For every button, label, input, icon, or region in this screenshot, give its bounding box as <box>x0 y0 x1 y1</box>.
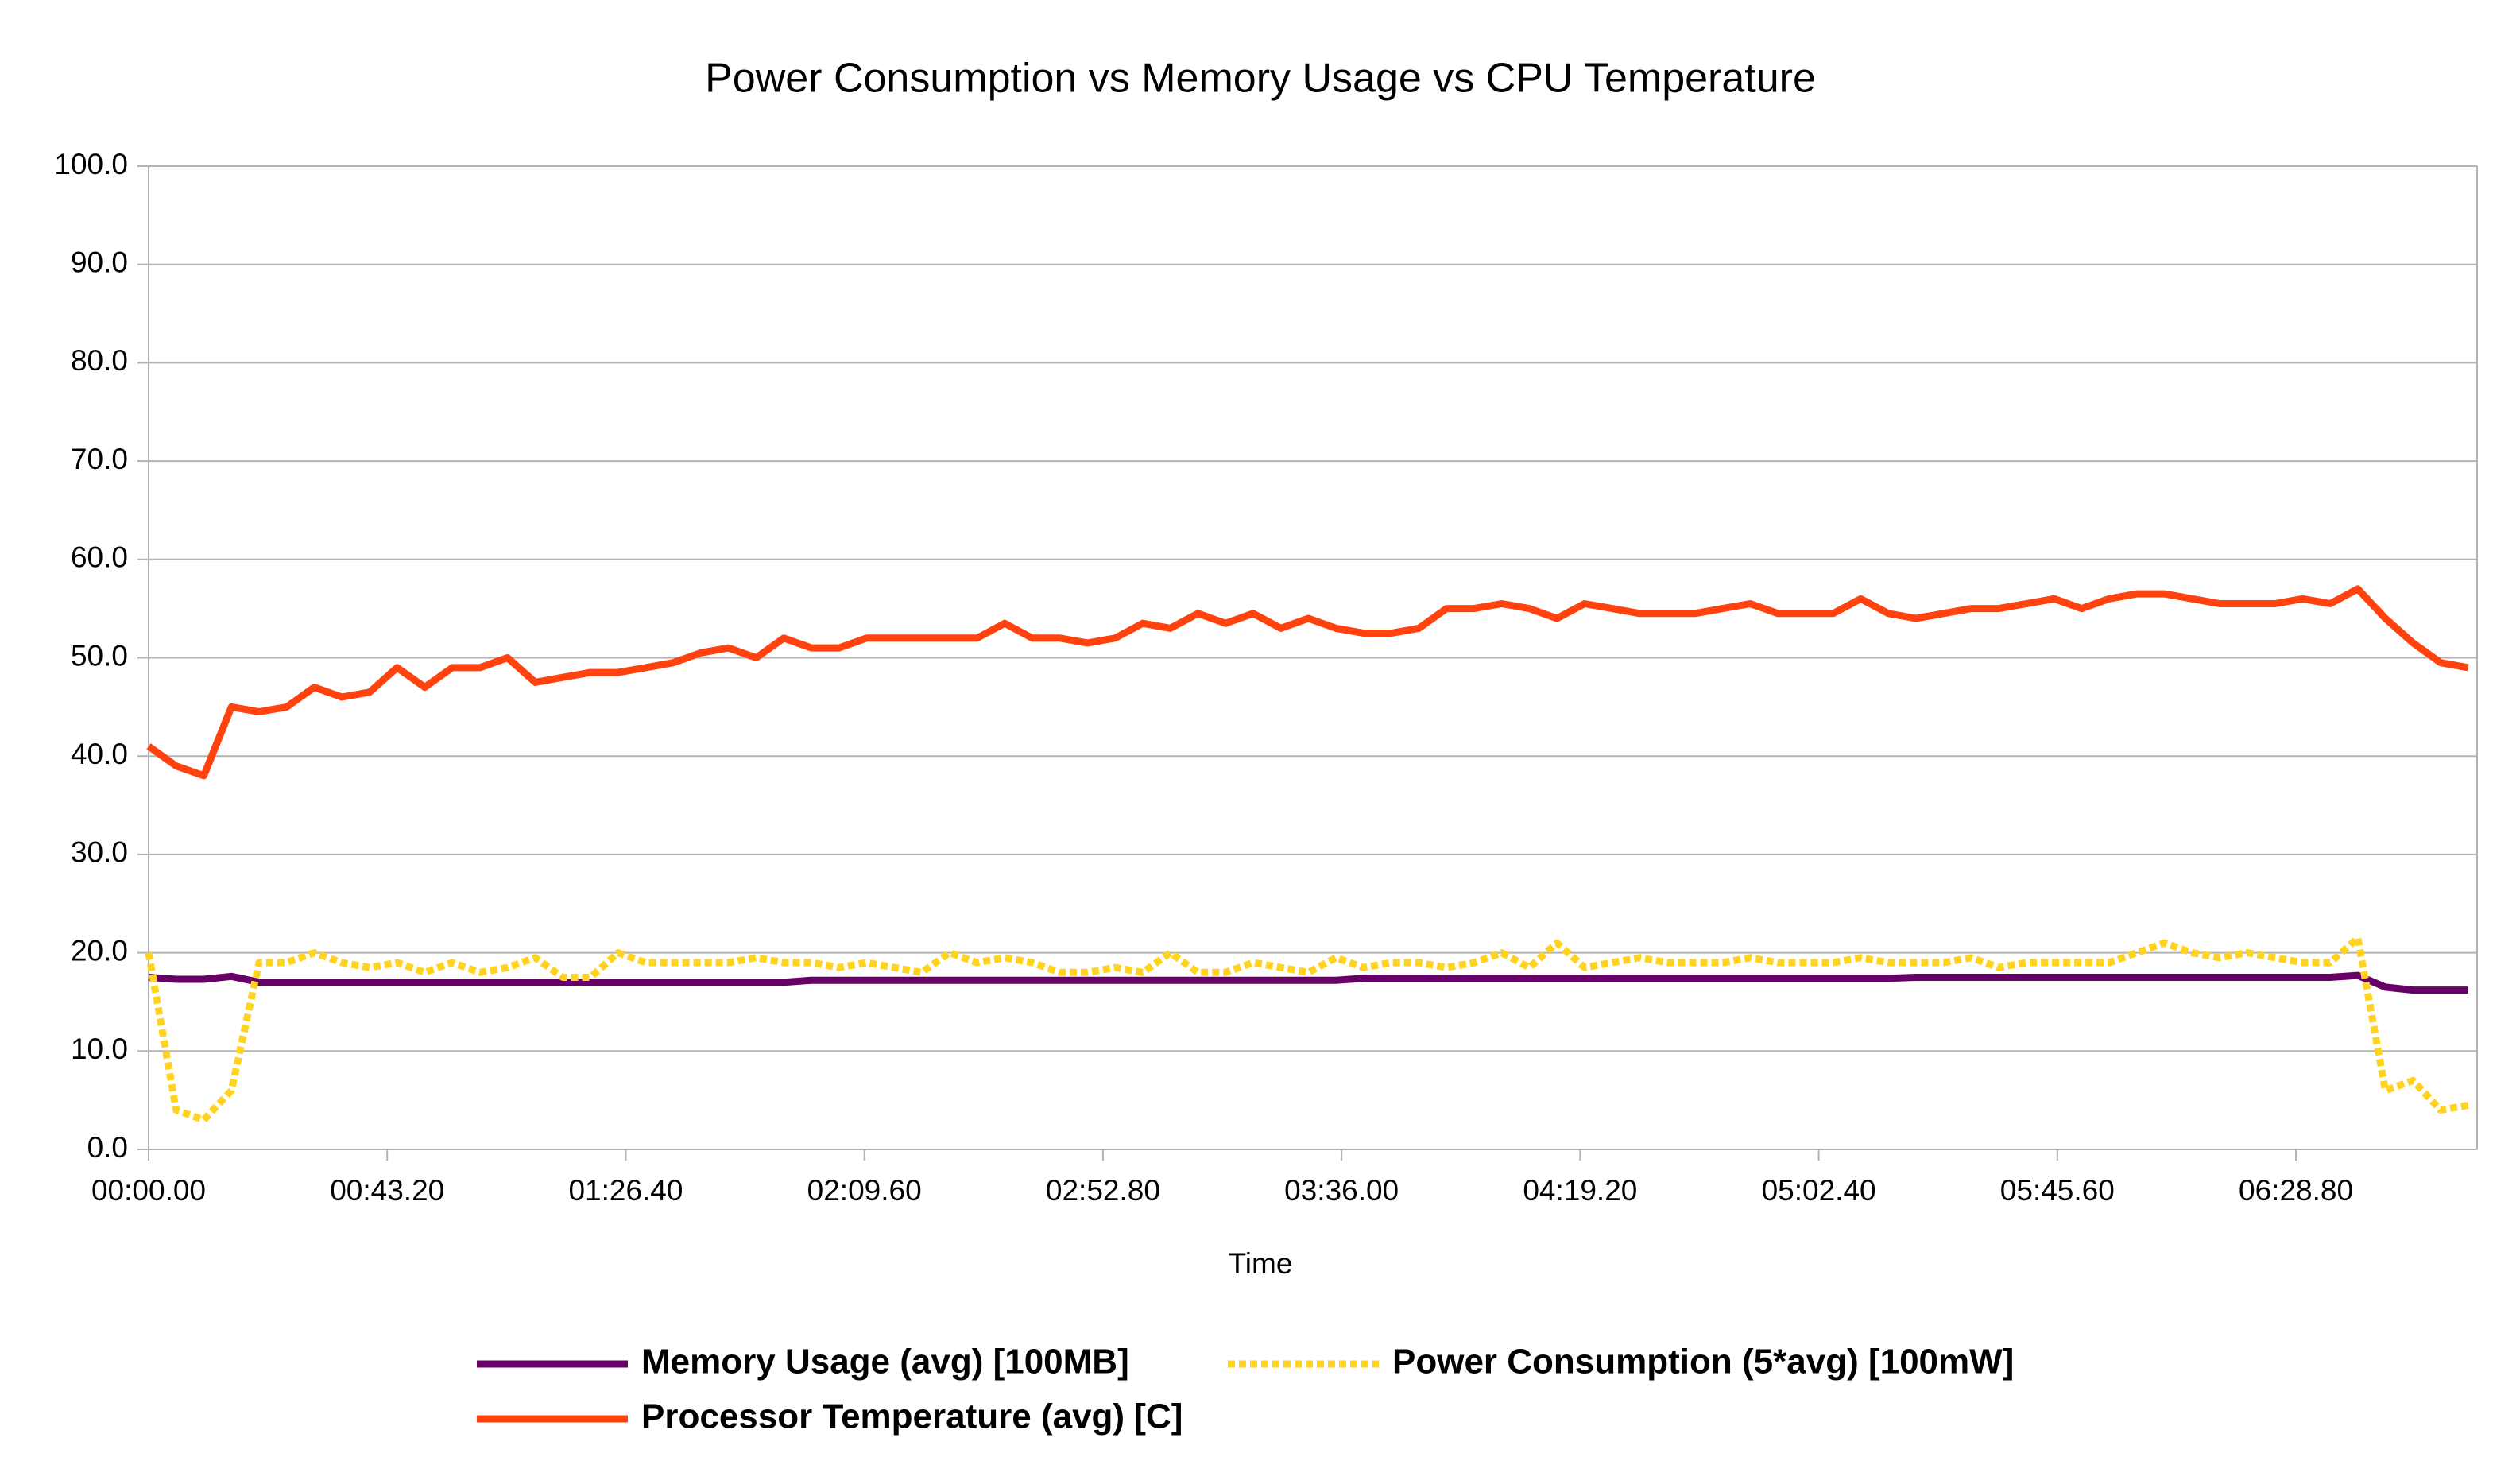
x-tick-label: 02:09.60 <box>807 1174 922 1207</box>
x-tick-label: 04:19.20 <box>1523 1174 1637 1207</box>
y-tick-label: 50.0 <box>71 639 128 672</box>
x-tick-label: 00:43.20 <box>330 1174 444 1207</box>
series-line <box>145 934 2469 1124</box>
series-line <box>146 585 2469 780</box>
x-tick-label: 05:02.40 <box>1762 1174 1876 1207</box>
y-tick-label: 20.0 <box>71 934 128 967</box>
y-tick-label: 70.0 <box>71 443 128 475</box>
y-tick-label: 100.0 <box>54 148 128 180</box>
x-tick-label: 02:52.80 <box>1046 1174 1160 1207</box>
y-tick-label: 60.0 <box>71 541 128 574</box>
legend-label: Processor Temperature (avg) [C] <box>641 1397 1183 1436</box>
y-tick-label: 90.0 <box>71 246 128 278</box>
series-line <box>148 971 2468 994</box>
y-tick-label: 40.0 <box>71 738 128 770</box>
chart-title: Power Consumption vs Memory Usage vs CPU… <box>705 56 1816 102</box>
x-tick-label: 00:00.00 <box>91 1174 206 1207</box>
x-axis-title: Time <box>1229 1247 1293 1280</box>
y-tick-label: 80.0 <box>71 344 128 377</box>
x-tick-label: 01:26.40 <box>568 1174 683 1207</box>
legend-label: Power Consumption (5*avg) [100mW] <box>1392 1343 2014 1382</box>
y-tick-label: 0.0 <box>87 1131 128 1164</box>
x-tick-label: 06:28.80 <box>2239 1174 2353 1207</box>
x-tick-label: 05:45.60 <box>2000 1174 2115 1207</box>
y-tick-label: 10.0 <box>71 1033 128 1065</box>
x-tick-label: 03:36.00 <box>1284 1174 1399 1207</box>
legend-label: Memory Usage (avg) [100MB] <box>641 1343 1129 1382</box>
y-tick-label: 30.0 <box>71 836 128 869</box>
